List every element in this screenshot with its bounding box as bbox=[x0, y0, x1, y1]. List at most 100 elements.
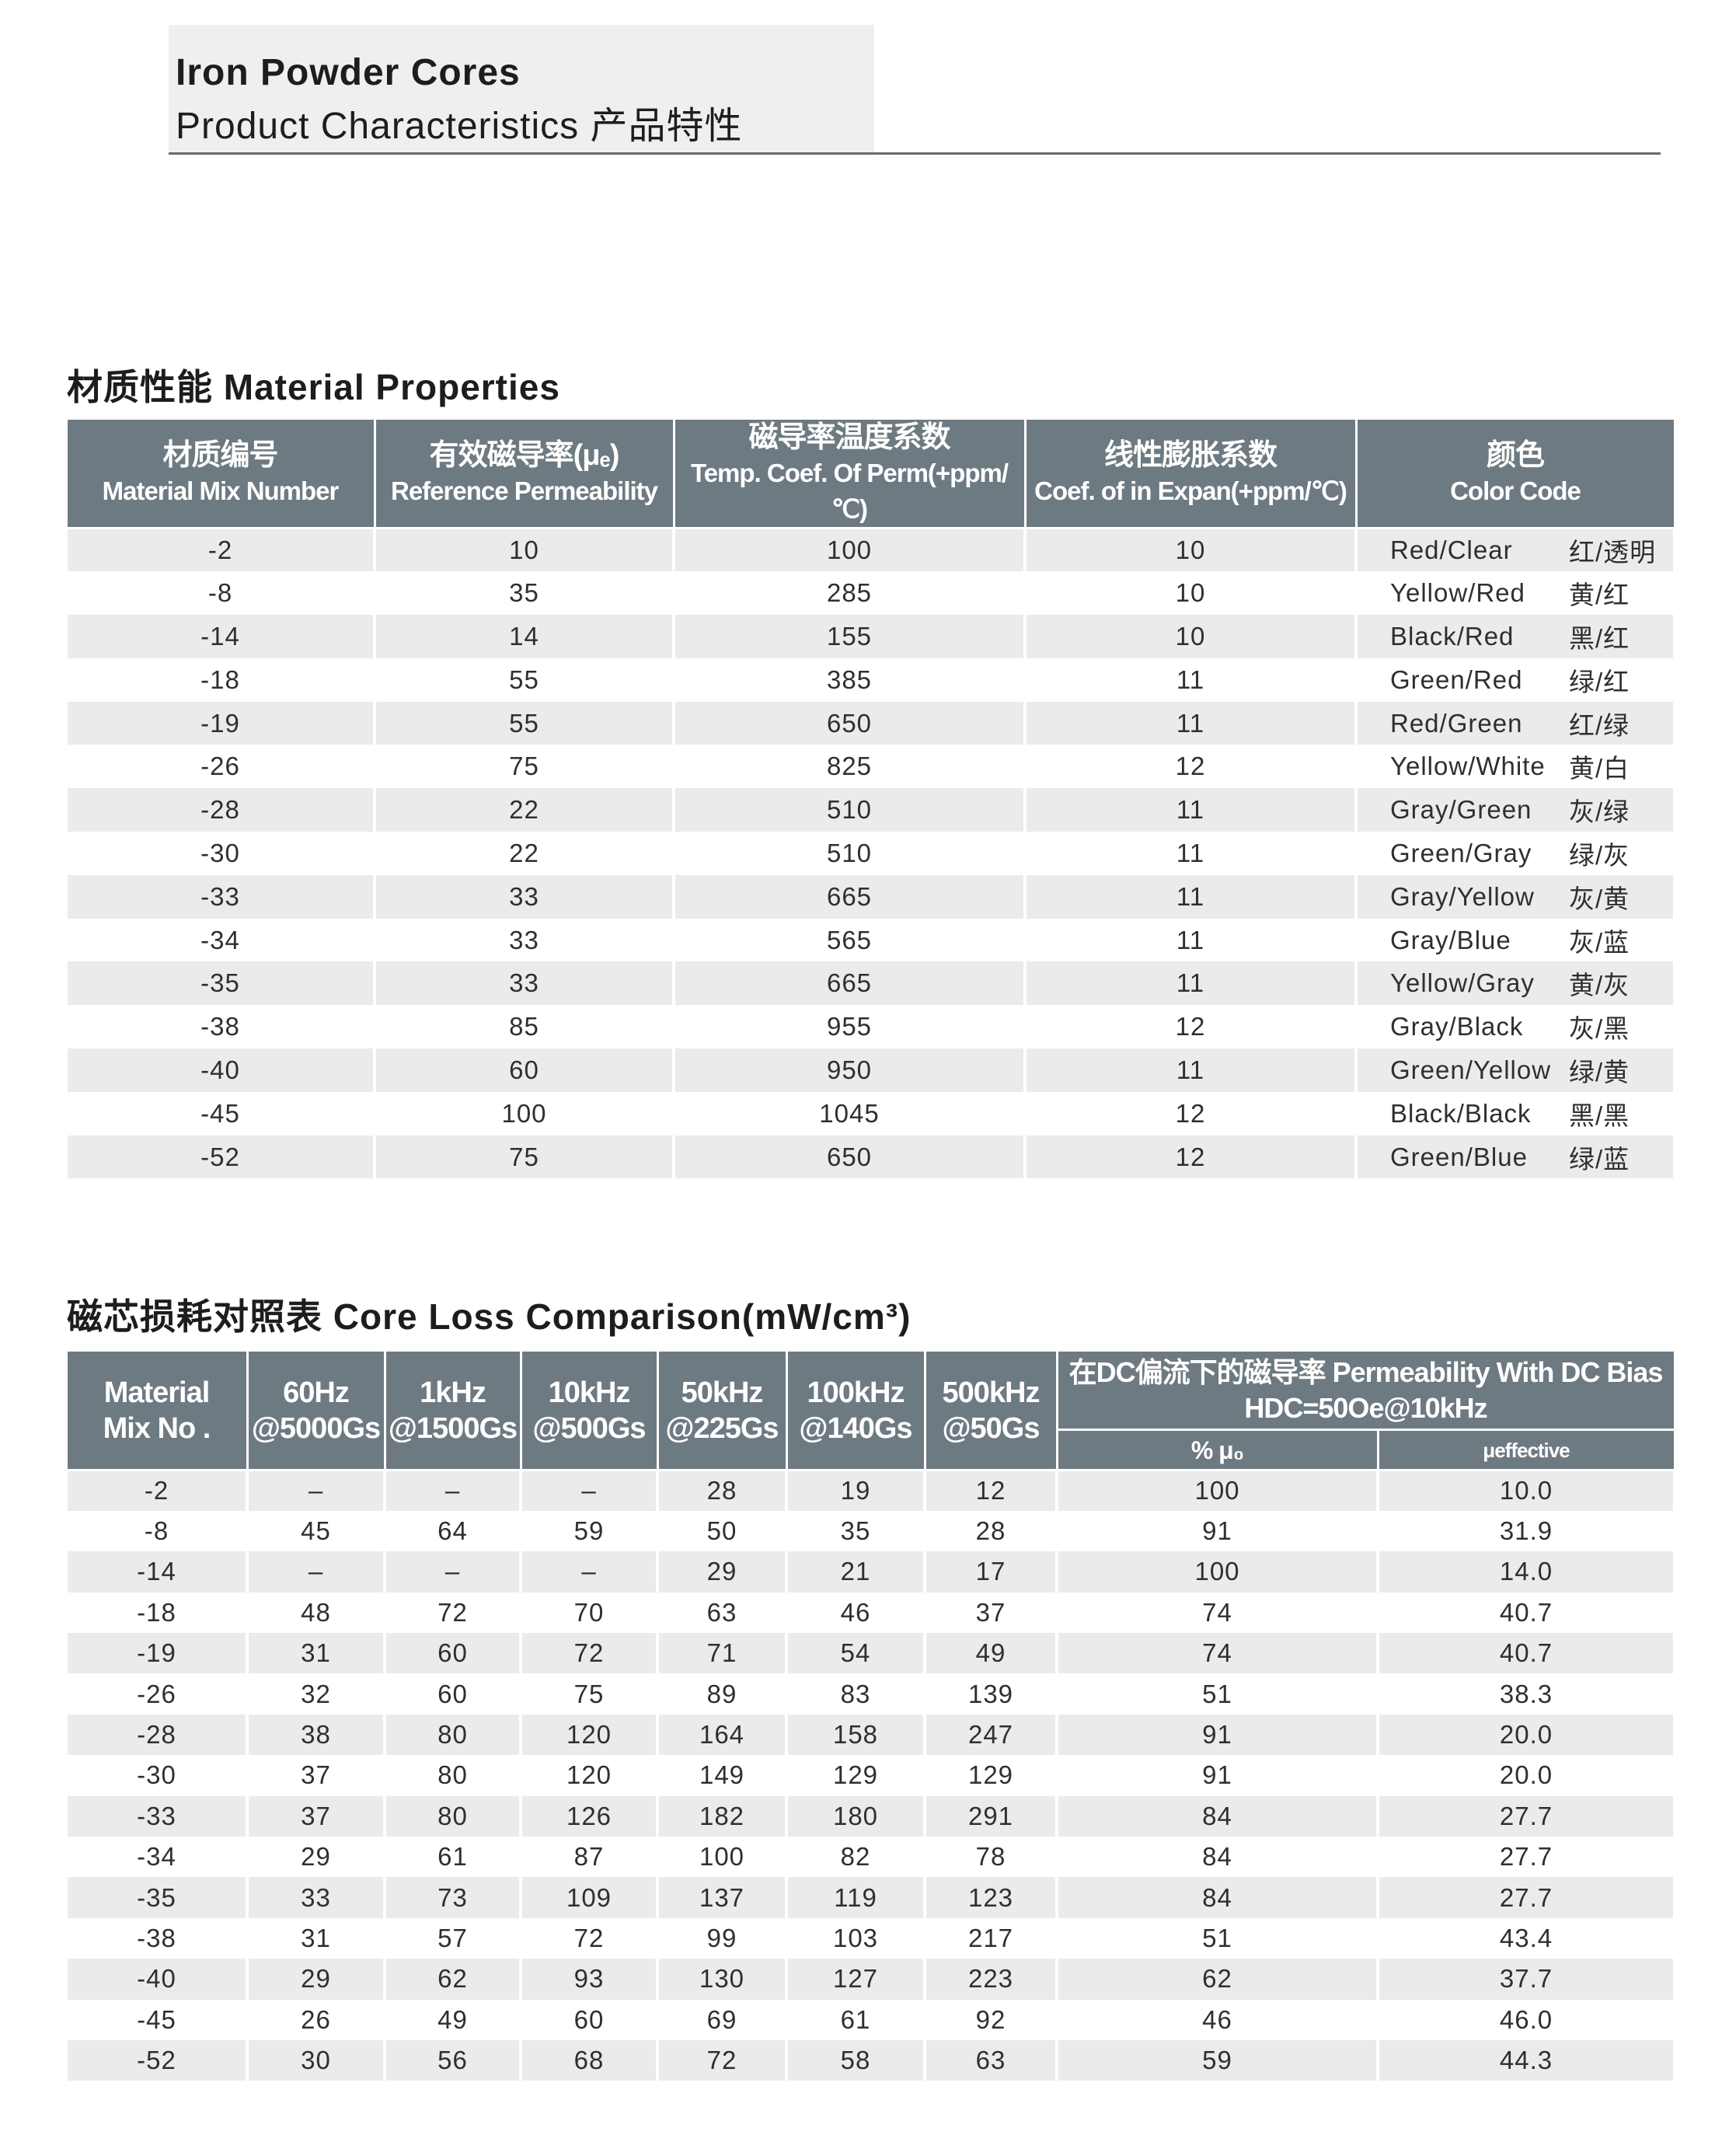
table-row: -19 55 650 11 Red/Green 红/绿 bbox=[64, 701, 1676, 745]
cell: 60 bbox=[519, 1999, 659, 2040]
column-header-line1: 50kHz bbox=[681, 1376, 764, 1409]
cell: 43.4 bbox=[1375, 1917, 1677, 1959]
cell: 38 bbox=[246, 1714, 386, 1756]
cell: 20.0 bbox=[1375, 1714, 1677, 1756]
table-row: -45 100 1045 12 Black/Black 黑/黑 bbox=[64, 1091, 1676, 1136]
cell: -2 bbox=[64, 1470, 249, 1511]
cell: 129 bbox=[923, 1755, 1058, 1796]
cell: 12 bbox=[1023, 1005, 1358, 1049]
cell: 51 bbox=[1055, 1917, 1379, 1959]
table-row: -26 32 60 75 89 83 139 51 38.3 bbox=[64, 1673, 1677, 1715]
cell: 217 bbox=[923, 1917, 1058, 1959]
cell: 14.0 bbox=[1375, 1551, 1677, 1593]
cell: 10 bbox=[373, 528, 675, 572]
cell: 84 bbox=[1055, 1837, 1379, 1878]
color-code-cn: 红/绿 bbox=[1569, 710, 1630, 740]
column-header: 有效磁导率(μₑ) Reference Permeability bbox=[373, 417, 675, 529]
color-code-en: Red/Clear bbox=[1390, 536, 1513, 565]
mu-effective-header: μeffective bbox=[1376, 1429, 1676, 1471]
cell: 45 bbox=[246, 1510, 386, 1552]
cell: 71 bbox=[656, 1633, 788, 1674]
cell: 10.0 bbox=[1375, 1470, 1677, 1511]
cell: 54 bbox=[785, 1633, 926, 1674]
page-subtitle: Product Characteristics 产品特性 bbox=[176, 106, 743, 147]
cell: 75 bbox=[373, 745, 675, 789]
dc-bias-title: 在DC偏流下的磁导率 Permeability With DC Bias bbox=[1068, 1355, 1664, 1388]
cell: 44.3 bbox=[1375, 2039, 1677, 2081]
cell: 510 bbox=[672, 832, 1027, 875]
cell: 74 bbox=[1055, 1592, 1379, 1634]
cell: 38.3 bbox=[1375, 1673, 1677, 1715]
cell: 291 bbox=[923, 1795, 1058, 1837]
color-code-cell: Red/Clear 红/透明 bbox=[1354, 528, 1676, 572]
cell: 72 bbox=[519, 1633, 659, 1674]
cell: 56 bbox=[383, 2039, 522, 2081]
color-code-cn: 灰/黄 bbox=[1569, 884, 1630, 913]
core-loss-heading: 磁芯损耗对照表 Core Loss Comparison(mW/cm³) bbox=[67, 1296, 912, 1337]
cell: -45 bbox=[64, 1091, 376, 1136]
column-header-en: Reference Permeability bbox=[390, 476, 658, 505]
cell: 665 bbox=[672, 961, 1027, 1006]
cell: 10 bbox=[1023, 615, 1358, 658]
cell: 27.7 bbox=[1375, 1795, 1677, 1837]
color-code-en: Gray/Yellow bbox=[1390, 881, 1535, 911]
cell: 100 bbox=[656, 1837, 788, 1878]
dc-bias-header: 在DC偏流下的磁导率 Permeability With DC Bias HDC=… bbox=[1055, 1349, 1676, 1431]
cell: 11 bbox=[1023, 701, 1358, 745]
cell: 68 bbox=[519, 2039, 659, 2081]
cell: 29 bbox=[246, 1959, 386, 2000]
column-header-cn: 磁导率温度系数 bbox=[748, 421, 950, 454]
cell: 84 bbox=[1055, 1795, 1379, 1837]
cell: 11 bbox=[1023, 918, 1358, 962]
cell: 60 bbox=[373, 1048, 675, 1092]
cell: 32 bbox=[246, 1673, 386, 1715]
cell: 82 bbox=[785, 1837, 926, 1878]
cell: 12 bbox=[1023, 745, 1358, 789]
cell: 33 bbox=[373, 874, 675, 919]
cell: 28 bbox=[923, 1510, 1058, 1552]
cell: 11 bbox=[1023, 961, 1358, 1006]
cell: 11 bbox=[1023, 788, 1358, 832]
column-header-line1: 1kHz bbox=[420, 1376, 486, 1409]
cell: 19 bbox=[785, 1470, 926, 1511]
color-code-en: Yellow/Gray bbox=[1390, 968, 1535, 998]
color-code-cell: Gray/Blue 灰/蓝 bbox=[1354, 918, 1676, 962]
cell: – bbox=[246, 1551, 386, 1593]
cell: 64 bbox=[383, 1510, 522, 1552]
table-row: -8 45 64 59 50 35 28 91 31.9 bbox=[64, 1510, 1677, 1552]
cell: -40 bbox=[64, 1048, 376, 1092]
table-row: -40 60 950 11 Green/Yellow 绿/黄 bbox=[64, 1048, 1676, 1092]
color-code-cn: 绿/灰 bbox=[1569, 840, 1630, 870]
column-header-cn: 材质编号 bbox=[162, 439, 278, 472]
cell: – bbox=[383, 1551, 522, 1593]
cell: 72 bbox=[656, 2039, 788, 2081]
cell: 100 bbox=[1055, 1551, 1379, 1593]
cell: 80 bbox=[383, 1795, 522, 1837]
cell: 93 bbox=[519, 1959, 659, 2000]
cell: 33 bbox=[246, 1877, 386, 1918]
cell: 73 bbox=[383, 1877, 522, 1918]
cell: 120 bbox=[519, 1755, 659, 1796]
cell: 35 bbox=[373, 571, 675, 616]
cell: 510 bbox=[672, 788, 1027, 832]
cell: 825 bbox=[672, 745, 1027, 789]
color-code-cn: 灰/黑 bbox=[1569, 1014, 1630, 1044]
color-code-en: Green/Red bbox=[1390, 665, 1523, 694]
color-code-en: Yellow/White bbox=[1390, 752, 1546, 781]
cell: -30 bbox=[64, 1755, 249, 1796]
cell: 29 bbox=[246, 1837, 386, 1878]
cell: 223 bbox=[923, 1959, 1058, 2000]
percent-mu-header: % μ₀ bbox=[1055, 1429, 1379, 1471]
cell: 29 bbox=[656, 1551, 788, 1593]
color-code-cn: 灰/绿 bbox=[1569, 797, 1630, 827]
cell: -38 bbox=[64, 1005, 376, 1049]
column-header: 100kHz @140Gs bbox=[785, 1349, 926, 1471]
color-code-cn: 黄/红 bbox=[1569, 581, 1630, 610]
table-row: -18 48 72 70 63 46 37 74 40.7 bbox=[64, 1592, 1677, 1634]
cell: -2 bbox=[64, 528, 376, 572]
cell: – bbox=[519, 1551, 659, 1593]
divider bbox=[169, 152, 1661, 155]
cell: 11 bbox=[1023, 874, 1358, 919]
cell: 650 bbox=[672, 1135, 1027, 1179]
cell: -33 bbox=[64, 874, 376, 919]
